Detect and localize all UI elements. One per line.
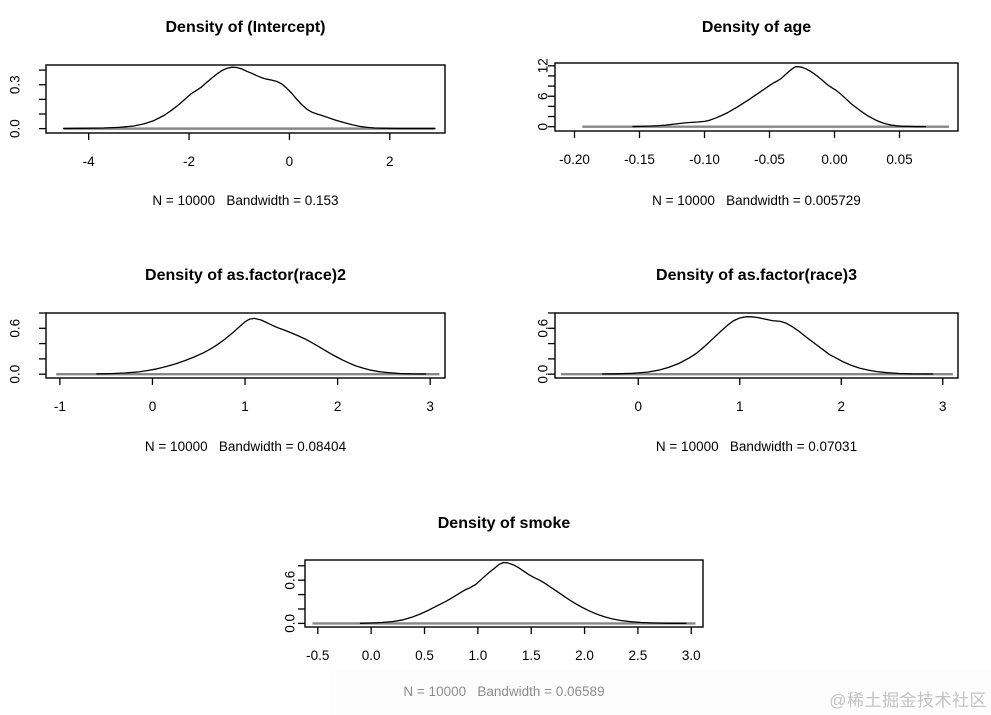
svg-text:0: 0 <box>149 399 157 414</box>
svg-text:0.0: 0.0 <box>8 119 23 138</box>
n-bandwidth-label-intercept: N = 10000 Bandwidth = 0.153 <box>152 193 339 208</box>
svg-text:3: 3 <box>426 399 434 414</box>
svg-text:0.0: 0.0 <box>8 365 23 384</box>
svg-text:-4: -4 <box>83 154 95 169</box>
svg-text:-0.20: -0.20 <box>559 152 590 167</box>
svg-text:0.6: 0.6 <box>8 319 23 338</box>
svg-text:0: 0 <box>286 154 294 169</box>
density-canvas-race3: 0 1 2 3 0.0 0.6 <box>536 312 959 414</box>
svg-text:0.0: 0.0 <box>536 365 551 384</box>
svg-text:0.0: 0.0 <box>283 614 298 633</box>
watermark-text: @稀土掘金技术社区 <box>829 691 987 710</box>
panel-density-race2: -1 0 1 2 3 0.0 0.6 Density of as.factor(race)2… <box>0 245 495 475</box>
density-canvas-race2: -1 0 1 2 3 0.0 0.6 <box>8 312 446 414</box>
svg-text:-0.5: -0.5 <box>306 648 329 663</box>
plot-title-smoke: Density of smoke <box>437 515 571 532</box>
density-canvas-age: -0.20 -0.15 -0.10 -0.05 0.00 0.05 0 6 12 <box>536 58 959 167</box>
svg-text:-2: -2 <box>183 154 195 169</box>
panel-density-age: -0.20 -0.15 -0.10 -0.05 0.00 0.05 0 6 12 Density… <box>495 0 991 230</box>
svg-text:0.6: 0.6 <box>536 319 551 338</box>
svg-text:0: 0 <box>536 123 551 131</box>
svg-text:3: 3 <box>939 399 947 414</box>
svg-text:0.0: 0.0 <box>362 648 381 663</box>
density-canvas-intercept: -4 -2 0 2 0.0 0.3 <box>8 64 446 169</box>
plot-title-race3: Density of as.factor(race)3 <box>656 267 857 284</box>
svg-text:0.5: 0.5 <box>415 648 434 663</box>
n-bandwidth-label-race2: N = 10000 Bandwidth = 0.08404 <box>144 439 347 454</box>
svg-text:1: 1 <box>736 399 744 414</box>
panel-density-intercept: -4 -2 0 2 0.0 0.3 Density of (Intercept) N = … <box>0 0 495 230</box>
svg-text:0.3: 0.3 <box>8 75 23 94</box>
svg-text:3.0: 3.0 <box>682 648 701 663</box>
svg-text:-0.15: -0.15 <box>624 152 655 167</box>
panel-density-race3: 0 1 2 3 0.0 0.6 Density of as.factor(race)3 N… <box>495 245 991 475</box>
svg-text:0.00: 0.00 <box>821 152 847 167</box>
svg-text:1.5: 1.5 <box>522 648 541 663</box>
svg-text:-0.10: -0.10 <box>689 152 720 167</box>
svg-text:12: 12 <box>536 58 551 73</box>
svg-text:0: 0 <box>634 399 642 414</box>
svg-text:0.6: 0.6 <box>283 571 298 590</box>
svg-text:1.0: 1.0 <box>468 648 487 663</box>
svg-text:2.0: 2.0 <box>575 648 594 663</box>
plot-title-intercept: Density of (Intercept) <box>165 19 326 36</box>
watermark-band <box>330 670 991 715</box>
svg-text:6: 6 <box>536 92 551 100</box>
svg-text:-1: -1 <box>54 399 66 414</box>
svg-text:2: 2 <box>838 399 846 414</box>
n-bandwidth-label-race3: N = 10000 Bandwidth = 0.07031 <box>655 439 858 454</box>
plot-title-race2: Density of as.factor(race)2 <box>145 267 346 284</box>
svg-text:-0.05: -0.05 <box>754 152 785 167</box>
plot-title-age: Density of age <box>701 19 812 36</box>
svg-text:0.05: 0.05 <box>886 152 912 167</box>
svg-text:2.5: 2.5 <box>629 648 648 663</box>
density-canvas-smoke: -0.5 0.0 0.5 1.0 1.5 2.0 2.5 3.0 0.0 0.6 <box>283 559 704 663</box>
svg-text:2: 2 <box>334 399 342 414</box>
n-bandwidth-label-age: N = 10000 Bandwidth = 0.005729 <box>652 193 861 208</box>
svg-text:2: 2 <box>386 154 394 169</box>
svg-text:1: 1 <box>241 399 249 414</box>
